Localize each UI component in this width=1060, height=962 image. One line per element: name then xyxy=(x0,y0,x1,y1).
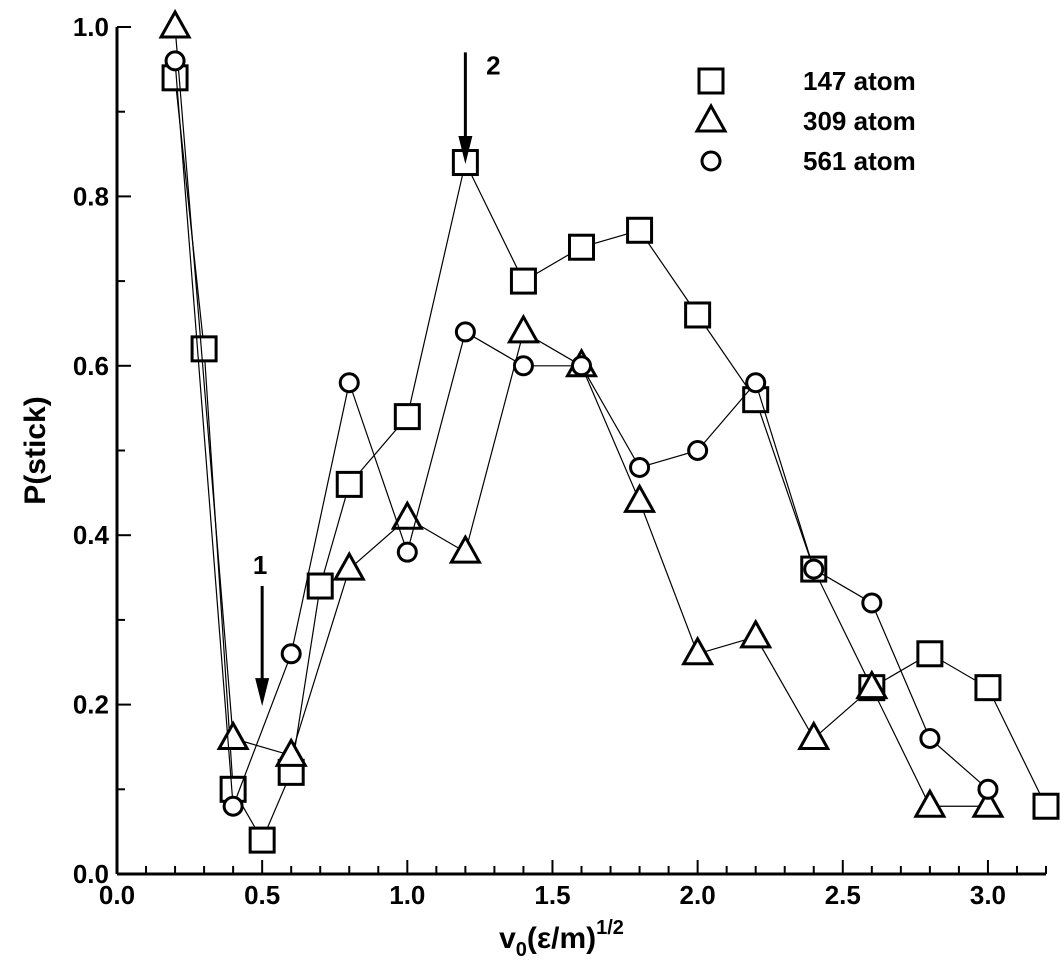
y-tick-label: 1.0 xyxy=(73,12,109,42)
data-point-square xyxy=(306,572,334,600)
data-point-triangle xyxy=(681,635,715,666)
data-point-square xyxy=(974,674,1002,702)
data-point-circle xyxy=(338,372,360,394)
data-point-triangle xyxy=(332,551,366,581)
y-tick-label: 0.2 xyxy=(73,690,109,720)
data-point-circle xyxy=(454,321,476,343)
x-tick-label: 2.0 xyxy=(680,880,716,910)
arrow-annotation: 1 xyxy=(253,550,270,707)
data-point-square xyxy=(190,335,218,363)
data-point-circle xyxy=(164,50,186,72)
data-point-circle xyxy=(222,795,244,817)
data-point-square xyxy=(248,826,276,854)
data-point-square xyxy=(393,403,421,431)
data-point-circle xyxy=(861,592,883,614)
data-point-triangle xyxy=(739,618,773,649)
annotation-layer: 12 xyxy=(253,50,501,707)
data-point-circle xyxy=(512,355,534,377)
y-tick-label: 0.0 xyxy=(73,859,109,889)
arrow-label: 1 xyxy=(253,550,267,580)
data-point-triangle xyxy=(390,500,424,530)
data-point-circle xyxy=(803,558,825,580)
data-point-circle xyxy=(396,541,418,563)
data-point-square xyxy=(626,216,654,244)
ticks: 0.0 0.5 1.0 1.5 2.0 2.5 3.0 0.0 0.2 0.4 0.6 0.8 1.0 xyxy=(73,12,1047,910)
data-point-square xyxy=(509,267,537,295)
x-tick-label: 1.5 xyxy=(534,880,570,910)
legend-label: 561 atom xyxy=(803,146,916,176)
x-tick-label: 1.0 xyxy=(389,880,425,910)
data-point-circle xyxy=(977,778,999,800)
data-point-square xyxy=(568,233,595,261)
legend-label: 309 atom xyxy=(803,106,916,136)
data-point-square xyxy=(335,470,363,498)
data-point-circle xyxy=(687,440,709,461)
data-point-circle xyxy=(629,456,651,478)
data-point-circle xyxy=(919,727,941,749)
y-tick-label: 0.6 xyxy=(73,351,109,381)
y-tick-label: 0.8 xyxy=(73,181,109,211)
y-axis-label: P(stick) xyxy=(19,396,52,504)
data-point-triangle xyxy=(216,720,250,750)
data-point-square xyxy=(219,775,247,803)
data-point-triangle xyxy=(797,720,831,750)
legend-item: 147 atom xyxy=(697,66,916,96)
data-point-triangle xyxy=(158,8,192,39)
data-point-triangle xyxy=(274,737,308,767)
data-point-triangle xyxy=(855,669,889,700)
data-point-triangle xyxy=(448,534,482,564)
legend-marker-triangle xyxy=(694,102,728,133)
data-point-square xyxy=(1032,792,1060,820)
legend-marker-circle xyxy=(700,150,722,172)
series-line-square xyxy=(174,77,1047,842)
data-point-square xyxy=(916,640,944,668)
x-tick-label: 0.5 xyxy=(244,880,280,910)
legend: 147 atom 309 atom 561 atom xyxy=(694,66,916,176)
arrow-head xyxy=(255,678,270,707)
arrow-head xyxy=(458,136,473,165)
arrow-label: 2 xyxy=(486,50,500,80)
series-layer xyxy=(158,8,1060,854)
x-axis-label-body: (ε/m) xyxy=(527,922,596,955)
legend-marker-square xyxy=(697,67,725,95)
x-axis-label: v0(ε/m)1/2 xyxy=(499,917,624,961)
data-point-square xyxy=(684,301,712,329)
data-point-triangle xyxy=(506,313,540,344)
data-point-triangle xyxy=(971,788,1005,818)
data-point-triangle xyxy=(913,788,947,818)
x-axis-label-superscript: 1/2 xyxy=(596,917,624,939)
legend-item: 309 atom xyxy=(694,102,916,136)
arrow-annotation: 2 xyxy=(458,50,501,165)
legend-item: 561 atom xyxy=(700,146,916,176)
x-tick-label: 2.5 xyxy=(825,880,861,910)
legend-label: 147 atom xyxy=(803,66,916,96)
x-tick-label: 3.0 xyxy=(970,880,1006,910)
data-point-circle xyxy=(280,643,302,665)
data-point-circle xyxy=(745,372,767,394)
data-point-circle xyxy=(571,355,592,377)
y-tick-label: 0.4 xyxy=(73,520,110,550)
x-axis-label-subscript: 0 xyxy=(516,939,527,961)
data-point-triangle xyxy=(623,483,657,513)
series-circle xyxy=(164,50,999,817)
x-tick-label: 0.0 xyxy=(99,880,135,910)
